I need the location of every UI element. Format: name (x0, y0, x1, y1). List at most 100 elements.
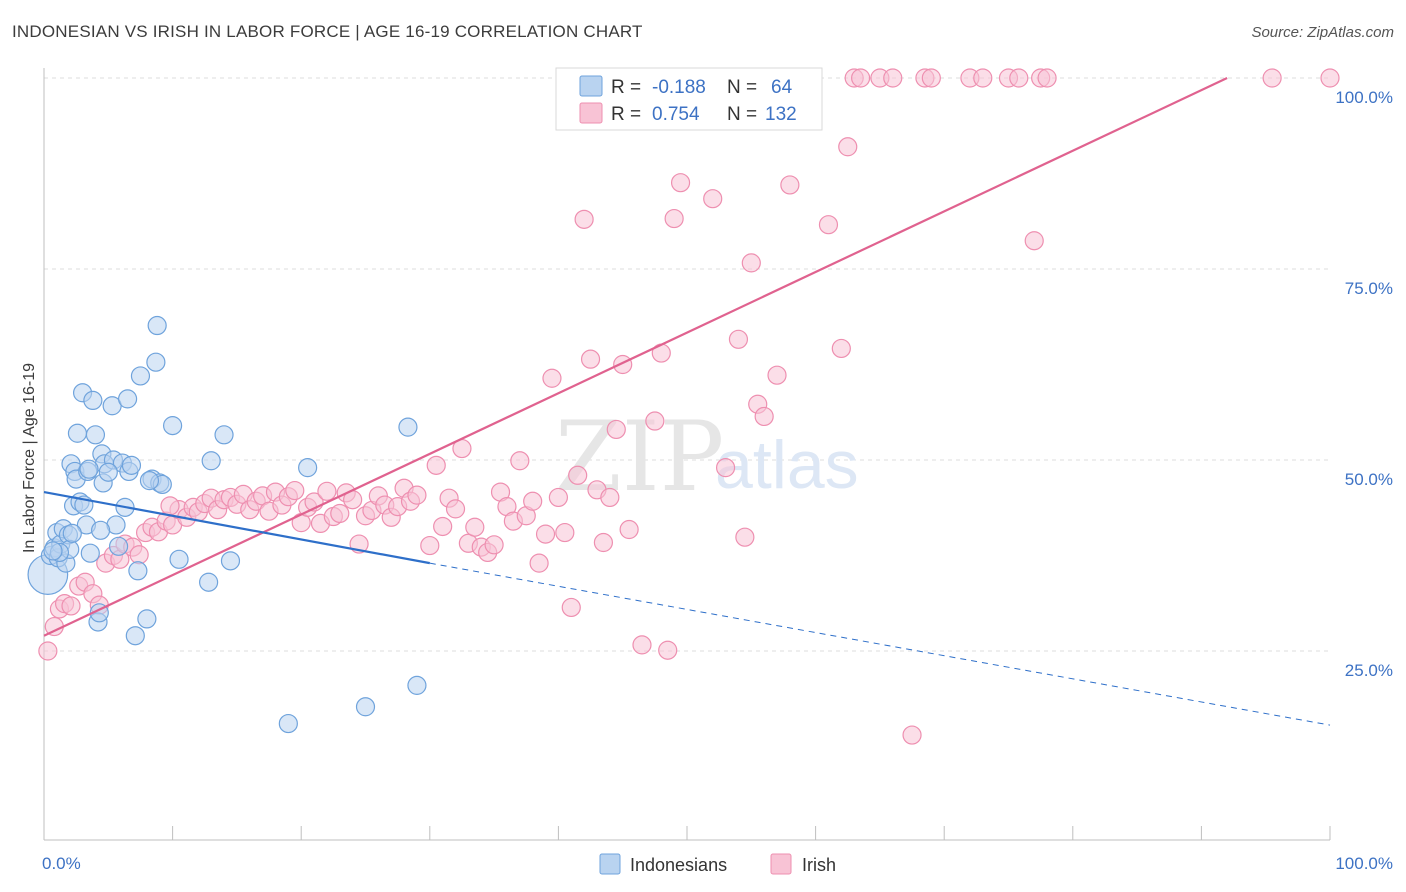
irish-point-99 (735, 527, 755, 547)
irish-point-110 (851, 68, 871, 88)
bottom-legend-swatch-indonesians (599, 853, 621, 875)
irish-point-108 (838, 137, 858, 157)
watermark-zip: ZIP (555, 401, 724, 513)
trend-lines (43, 77, 1331, 726)
indonesian-point-48 (199, 572, 219, 592)
irish-point-117 (973, 68, 993, 88)
indonesian-point-38 (128, 561, 148, 581)
irish-point-80 (561, 597, 581, 618)
indonesian-point-22 (85, 425, 106, 445)
indonesian-point-47 (169, 549, 189, 569)
irish-point-14 (129, 545, 149, 565)
irish-point-65 (465, 517, 485, 537)
watermark: ZIP atlas (555, 401, 859, 513)
irish-point-88 (613, 354, 633, 375)
irish-point-38 (285, 480, 305, 501)
irish-point-86 (600, 487, 620, 508)
irish-point-96 (703, 189, 723, 209)
irish-point-77 (542, 368, 562, 388)
irish-point-76 (535, 524, 556, 544)
bottom-legend-label-irish: Irish (802, 855, 836, 875)
legend-r-value-irish: 0.754 (652, 104, 700, 125)
indonesian-point-57 (139, 471, 160, 491)
legend-r-label-irish: R = (611, 104, 641, 125)
irish-point-100 (741, 253, 761, 273)
irish-point-58 (420, 535, 440, 556)
y-tick-label-75: 75.0% (1345, 279, 1393, 298)
indonesian-point-37 (125, 626, 145, 646)
watermark-atlas: atlas (715, 427, 859, 503)
indonesian-point-56 (407, 675, 427, 695)
irish-point-60 (433, 516, 453, 537)
legend-swatch-indonesians (579, 75, 603, 97)
irish-point-43 (317, 481, 337, 501)
legend-n-value-irish: 132 (765, 104, 797, 125)
irish-point-103 (767, 365, 787, 385)
y-tick-label-50: 50.0% (1345, 470, 1393, 489)
irish-point-98 (728, 329, 749, 349)
irish-point-104 (780, 175, 800, 195)
indonesian-point-49 (201, 451, 221, 471)
legend-r-label-indonesians: R = (611, 77, 641, 98)
irish-point-62 (445, 499, 466, 519)
indonesian-point-52 (278, 713, 298, 734)
irish-point-106 (818, 215, 839, 235)
irish-point-72 (510, 451, 530, 471)
indonesian-point-46 (163, 416, 183, 436)
chart-source: Source: ZipAtlas.com (1251, 24, 1394, 41)
legend-n-label-indonesians: N = (727, 77, 757, 98)
indonesian-point-42 (146, 352, 166, 372)
irish-point-68 (484, 535, 504, 555)
bottom-legend: Indonesians Irish (599, 853, 836, 875)
y-tick-label-100: 100.0% (1335, 88, 1393, 107)
y-tick-label-25: 25.0% (1345, 661, 1393, 680)
axes (43, 68, 1331, 841)
irish-point-95 (670, 173, 691, 193)
legend-n-label-irish: N = (727, 104, 757, 125)
irish-point-120 (1024, 231, 1044, 251)
irish-point-107 (831, 338, 851, 359)
legend-n-value-indonesians: 64 (771, 77, 793, 98)
indonesian-point-34 (117, 389, 138, 409)
y-axis-title: In Labor Force | Age 16-19 (21, 363, 38, 553)
irish-point-115 (921, 68, 941, 88)
indonesian-point-40 (137, 609, 157, 629)
indonesian-trend-line (43, 491, 430, 565)
indonesian-point-43 (147, 315, 167, 336)
irish-point-87 (606, 419, 626, 440)
chart-title: INDONESIAN VS IRISH IN LABOR FORCE | AGE… (12, 22, 643, 41)
indonesian-point-63 (90, 520, 111, 540)
bottom-legend-label-indonesians: Indonesians (630, 855, 727, 875)
indonesian-points (27, 315, 427, 734)
irish-point-90 (632, 635, 652, 655)
legend-r-value-indonesians: -0.188 (652, 77, 706, 98)
legend: R = -0.188 N = 64 R = 0.754 N = 132 (555, 67, 823, 131)
irish-point-131 (160, 496, 180, 516)
indonesian-point-61 (62, 523, 82, 543)
irish-point-112 (883, 68, 903, 88)
irish-point-123 (1262, 68, 1282, 88)
irish-point-57 (407, 485, 427, 505)
irish-point-119 (1009, 68, 1029, 88)
indonesian-point-58 (79, 459, 99, 479)
irish-point-79 (555, 522, 575, 543)
irish-point-78 (548, 487, 569, 508)
irish-point-91 (645, 411, 665, 431)
indonesian-point-53 (298, 458, 318, 478)
indonesian-point-20 (80, 543, 100, 563)
indonesian-point-39 (130, 366, 151, 386)
indonesian-point-50 (214, 425, 234, 445)
x-tick-label-0: 0.0% (42, 854, 81, 873)
irish-point-45 (330, 503, 350, 524)
irish-point-122 (1037, 68, 1057, 88)
irish-point-83 (580, 349, 601, 369)
irish-point-97 (715, 458, 736, 478)
irish-point-75 (529, 553, 549, 573)
irish-point-81 (568, 465, 588, 485)
irish-point-93 (658, 640, 678, 660)
indonesian-point-31 (108, 536, 129, 556)
indonesian-trend-extension (429, 562, 1331, 726)
indonesian-point-51 (220, 551, 241, 571)
irish-point-94 (664, 208, 684, 229)
